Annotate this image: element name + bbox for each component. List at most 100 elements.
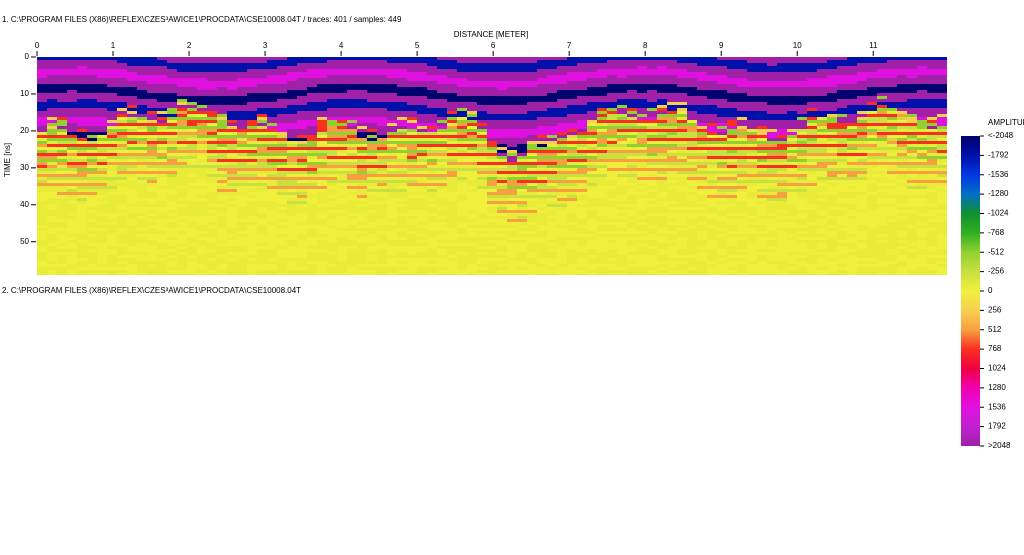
radargram-cell: [347, 201, 357, 204]
radargram-cell: [247, 69, 257, 72]
radargram-cell: [597, 222, 607, 225]
radargram-cell: [147, 189, 157, 192]
radargram-cell: [187, 93, 197, 96]
radargram-cell: [597, 201, 607, 204]
radargram-cell: [677, 240, 687, 243]
radargram-cell: [677, 258, 687, 261]
radargram-cell: [167, 99, 177, 102]
radargram-cell: [307, 117, 317, 120]
radargram-cell: [147, 267, 157, 270]
radargram-cell: [637, 195, 647, 198]
radargram-cell: [57, 84, 67, 87]
radargram-cell: [347, 267, 357, 270]
radargram-cell: [477, 111, 487, 114]
radargram-cell: [507, 120, 517, 123]
radargram-cell: [247, 141, 257, 144]
radargram-cell: [487, 144, 497, 147]
radargram-cell: [367, 177, 377, 180]
radargram-cell: [97, 63, 107, 66]
radargram-cell: [217, 57, 227, 60]
radargram-cell: [367, 87, 377, 90]
radargram-cell: [317, 171, 327, 174]
radargram-cell: [57, 126, 67, 129]
radargram-cell: [327, 60, 337, 63]
radargram-cell: [607, 135, 617, 138]
radargram-cell: [687, 96, 697, 99]
radargram-cell: [207, 117, 217, 120]
radargram-cell: [67, 90, 77, 93]
radargram-cell: [717, 57, 727, 60]
radargram-cell: [427, 147, 437, 150]
radargram-cell: [367, 213, 377, 216]
radargram-cell: [647, 150, 657, 153]
radargram-cell: [157, 195, 167, 198]
radargram-cell: [387, 162, 397, 165]
radargram-cell: [627, 156, 637, 159]
radargram-cell: [247, 198, 257, 201]
radargram-cell: [237, 138, 247, 141]
radargram-cell: [257, 189, 267, 192]
radargram-cell: [357, 168, 367, 171]
radargram-cell: [187, 198, 197, 201]
radargram-cell: [127, 225, 137, 228]
radargram-cell: [257, 93, 267, 96]
radargram-cell: [457, 132, 467, 135]
radargram-cell: [417, 75, 427, 78]
radargram-cell: [47, 234, 57, 237]
radargram-cell: [467, 219, 477, 222]
radargram-cell: [67, 138, 77, 141]
radargram-cell: [597, 186, 607, 189]
radargram-cell: [397, 219, 407, 222]
radargram-cell: [77, 156, 87, 159]
radargram-cell: [657, 219, 667, 222]
radargram-cell: [307, 99, 317, 102]
radargram-cell: [87, 57, 97, 60]
radargram-cell: [187, 222, 197, 225]
radargram-cell: [197, 231, 207, 234]
radargram-cell: [317, 249, 327, 252]
radargram-cell: [487, 198, 497, 201]
radargram-cell: [437, 135, 447, 138]
radargram-cell: [427, 192, 437, 195]
radargram-cell: [147, 177, 157, 180]
radargram-cell: [37, 99, 47, 102]
radargram-cell: [157, 120, 167, 123]
radargram-cell: [117, 126, 127, 129]
radargram-cell: [117, 99, 127, 102]
radargram-cell: [457, 258, 467, 261]
radargram-cell: [707, 231, 717, 234]
radargram-cell: [307, 105, 317, 108]
radargram-cell: [97, 117, 107, 120]
radargram-cell: [397, 246, 407, 249]
radargram-cell: [107, 129, 117, 132]
radargram-cell: [637, 186, 647, 189]
radargram-cell: [577, 105, 587, 108]
radargram-cell: [477, 141, 487, 144]
radargram-cell: [527, 210, 537, 213]
radargram-cell: [587, 213, 597, 216]
radargram-cell: [587, 75, 597, 78]
radargram-cell: [417, 153, 427, 156]
radargram-cell: [397, 213, 407, 216]
radargram-cell: [107, 90, 117, 93]
radargram-cell: [267, 192, 277, 195]
radargram-cell: [627, 141, 637, 144]
radargram-cell: [207, 237, 217, 240]
radargram-cell: [657, 81, 667, 84]
radargram-cell: [147, 138, 157, 141]
radargram-cell: [307, 213, 317, 216]
radargram-cell: [137, 180, 147, 183]
radargram-cell: [397, 201, 407, 204]
radargram-cell: [657, 189, 667, 192]
radargram-cell: [497, 96, 507, 99]
radargram-cell: [317, 105, 327, 108]
radargram-cell: [677, 252, 687, 255]
radargram-cell: [247, 234, 257, 237]
radargram-cell: [237, 144, 247, 147]
radargram-cell: [577, 81, 587, 84]
radargram-cell: [257, 126, 267, 129]
radargram-cell: [677, 228, 687, 231]
radargram-cell: [707, 240, 717, 243]
radargram-cell: [717, 141, 727, 144]
radargram-cell: [367, 246, 377, 249]
